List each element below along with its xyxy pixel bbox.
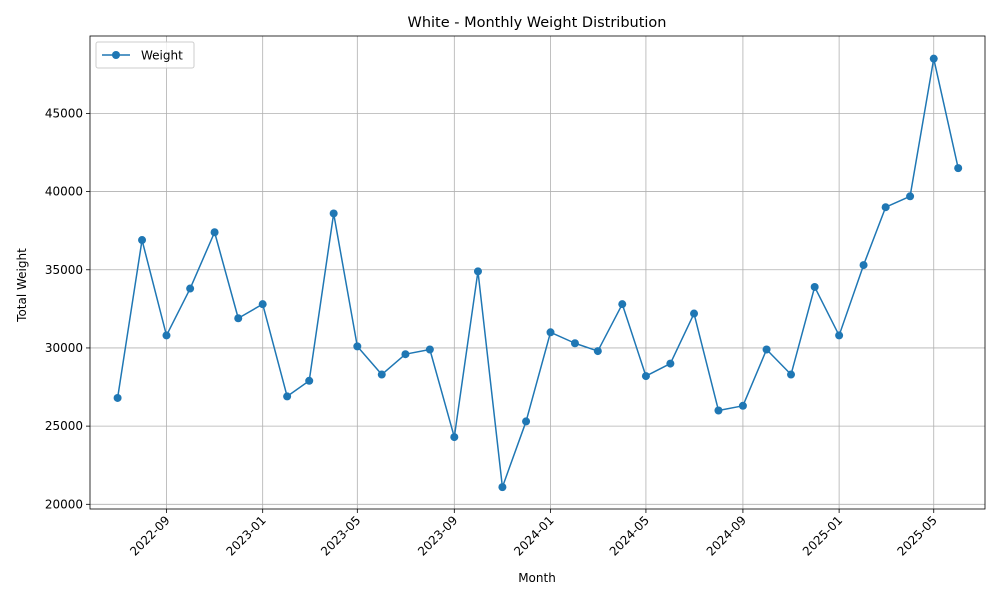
y-tick-label: 45000 [45, 106, 83, 120]
data-point [377, 370, 386, 379]
data-point [618, 300, 627, 309]
data-point [425, 345, 434, 354]
data-point [113, 393, 122, 402]
plot-frame [89, 35, 986, 510]
data-point [787, 370, 796, 379]
data-point [473, 267, 482, 276]
data-point [522, 417, 531, 426]
series-line [116, 57, 959, 488]
y-tick-label: 25000 [45, 419, 83, 433]
data-point [738, 401, 747, 410]
data-point [929, 54, 938, 63]
y-axis-label: Total Weight [15, 248, 29, 323]
data-point [762, 345, 771, 354]
data-point [138, 236, 147, 245]
data-point [593, 347, 602, 356]
data-point [329, 209, 338, 218]
series-weight [113, 54, 963, 492]
data-point [906, 192, 915, 201]
y-tick-label: 40000 [45, 185, 83, 199]
data-point [353, 342, 362, 351]
data-point [835, 331, 844, 340]
data-point [859, 261, 868, 270]
data-point [881, 203, 890, 212]
data-point [283, 392, 292, 401]
data-point [690, 309, 699, 318]
data-point [210, 228, 219, 237]
data-point [666, 359, 675, 368]
legend-marker-swatch [112, 51, 120, 59]
legend: Weight [95, 41, 195, 69]
y-tick-label: 35000 [45, 263, 83, 277]
grid [90, 36, 985, 509]
data-point [401, 350, 410, 359]
data-point [234, 314, 243, 323]
data-point [498, 483, 507, 492]
data-point [714, 406, 723, 415]
y-tick-label: 20000 [45, 497, 83, 511]
data-point [570, 339, 579, 348]
y-tick-label: 30000 [45, 341, 83, 355]
data-point [450, 433, 459, 442]
data-point [810, 282, 819, 291]
data-point [954, 164, 963, 173]
data-point [546, 328, 555, 337]
data-point [186, 284, 195, 293]
chart-title: White - Monthly Weight Distribution [408, 15, 667, 31]
data-point [641, 372, 650, 381]
legend-box [95, 41, 195, 69]
x-axis-label: Month [518, 571, 556, 585]
data-point [258, 300, 267, 309]
data-point [162, 331, 171, 340]
legend-label: Weight [141, 49, 183, 63]
data-point [305, 376, 314, 385]
